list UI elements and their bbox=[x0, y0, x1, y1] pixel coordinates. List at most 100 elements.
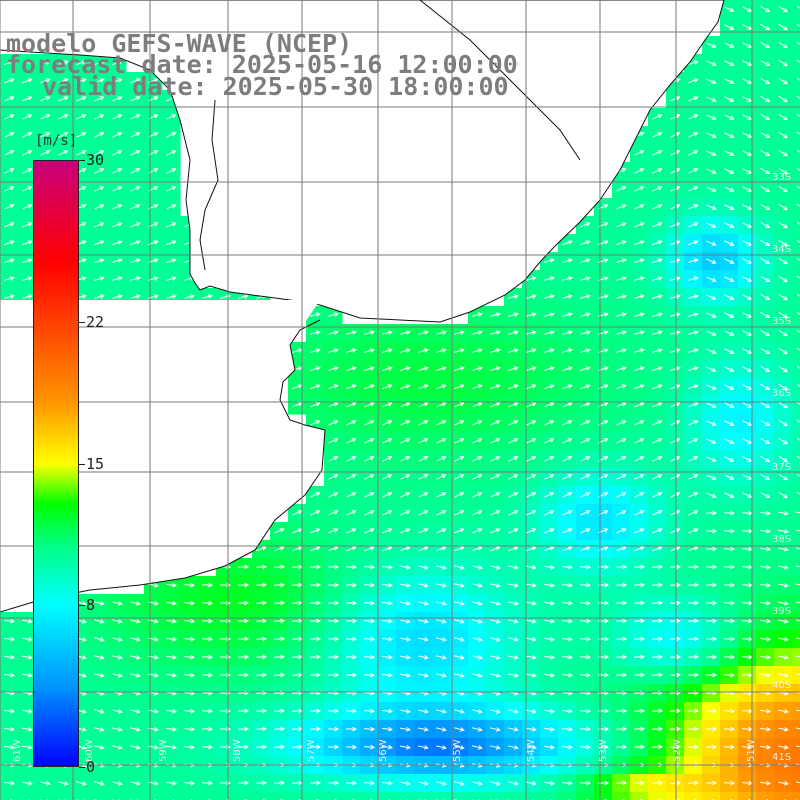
wind-arrow bbox=[687, 618, 700, 624]
wind-arrow bbox=[255, 582, 268, 588]
wind-arrow bbox=[742, 474, 753, 480]
wind-arrow bbox=[759, 780, 771, 786]
wind-arrow bbox=[742, 78, 753, 84]
wind-arrow bbox=[651, 564, 664, 570]
wind-arrow bbox=[183, 618, 196, 624]
wind-arrow bbox=[777, 672, 789, 678]
wind-cell bbox=[558, 792, 577, 800]
wind-arrow bbox=[346, 438, 357, 444]
wind-arrow bbox=[724, 168, 735, 174]
wind-arrow bbox=[130, 168, 141, 174]
wind-arrow bbox=[778, 419, 789, 427]
wind-arrow bbox=[706, 258, 717, 264]
wind-arrow bbox=[634, 402, 645, 408]
wind-arrow bbox=[436, 456, 447, 462]
wind-arrow bbox=[472, 312, 483, 317]
wind-arrow bbox=[255, 708, 268, 714]
wind-arrow bbox=[705, 546, 718, 552]
wind-arrow bbox=[381, 582, 393, 588]
wind-arrow bbox=[724, 132, 735, 138]
wind-arrow bbox=[525, 780, 537, 786]
wind-arrow bbox=[255, 636, 268, 642]
wind-cell bbox=[306, 792, 325, 800]
wind-arrow bbox=[472, 510, 483, 516]
wind-arrow bbox=[112, 78, 123, 84]
wind-arrow bbox=[58, 96, 69, 102]
wind-cell bbox=[792, 144, 800, 163]
wind-arrow bbox=[130, 294, 141, 299]
wind-cell bbox=[342, 792, 361, 800]
wind-arrow bbox=[58, 132, 69, 138]
wind-cell bbox=[792, 792, 800, 800]
wind-arrow bbox=[381, 618, 393, 624]
wind-cell bbox=[792, 288, 800, 307]
wind-arrow bbox=[760, 132, 771, 139]
wind-arrow bbox=[760, 438, 771, 445]
wind-arrow bbox=[544, 402, 555, 408]
wind-arrow bbox=[652, 474, 663, 480]
wind-arrow bbox=[399, 780, 411, 786]
wind-cell bbox=[702, 792, 721, 800]
wind-arrow bbox=[705, 618, 718, 624]
wind-arrow bbox=[705, 564, 718, 570]
wind-arrow bbox=[76, 781, 87, 786]
wind-cell bbox=[792, 216, 800, 235]
wind-cell bbox=[486, 792, 505, 800]
wind-cell bbox=[792, 738, 800, 757]
wind-arrow bbox=[742, 114, 753, 120]
colorbar-tick-mark bbox=[79, 605, 85, 607]
wind-arrow bbox=[508, 637, 519, 642]
wind-arrow bbox=[40, 150, 51, 156]
wind-arrow bbox=[112, 114, 123, 120]
wind-arrow bbox=[327, 564, 340, 570]
wind-arrow bbox=[399, 582, 411, 588]
wind-arrow bbox=[4, 78, 15, 84]
wind-arrow bbox=[310, 402, 321, 408]
wind-arrow bbox=[328, 420, 339, 426]
wind-arrow bbox=[399, 636, 411, 642]
wind-arrow bbox=[309, 744, 322, 750]
wind-arrow bbox=[454, 474, 465, 480]
wind-arrow bbox=[166, 276, 177, 281]
wind-arrow bbox=[760, 240, 771, 247]
wind-cell bbox=[18, 792, 37, 800]
wind-arrow bbox=[418, 619, 429, 624]
wind-arrow bbox=[616, 330, 627, 335]
wind-arrow bbox=[183, 654, 196, 660]
wind-arrow bbox=[759, 726, 771, 732]
wind-arrow bbox=[634, 150, 645, 156]
wind-cell bbox=[774, 792, 793, 800]
wind-arrow bbox=[688, 204, 699, 210]
wind-arrow bbox=[363, 780, 376, 786]
wind-arrow bbox=[309, 780, 322, 786]
wind-arrow bbox=[382, 510, 393, 516]
wind-arrow bbox=[418, 781, 429, 786]
wind-arrow bbox=[760, 168, 771, 175]
wind-arrow bbox=[580, 312, 591, 317]
wind-cell bbox=[792, 378, 800, 397]
wind-cell bbox=[72, 792, 91, 800]
wind-arrow bbox=[562, 348, 573, 353]
wind-arrow bbox=[310, 366, 321, 371]
wind-arrow bbox=[579, 672, 592, 678]
wind-arrow bbox=[723, 780, 736, 786]
wind-arrow bbox=[328, 510, 339, 516]
wind-cell bbox=[792, 414, 800, 433]
wind-arrow bbox=[309, 618, 322, 624]
wind-arrow bbox=[652, 384, 663, 390]
wind-arrow bbox=[454, 510, 465, 516]
wind-arrow bbox=[490, 510, 501, 516]
wind-arrow bbox=[651, 636, 664, 642]
wind-arrow bbox=[400, 348, 411, 353]
wind-arrow bbox=[670, 402, 681, 408]
wind-arrow bbox=[454, 384, 465, 390]
wind-arrow bbox=[687, 582, 700, 588]
wind-arrow bbox=[436, 546, 447, 552]
wind-arrow bbox=[310, 420, 321, 426]
wind-arrow bbox=[633, 708, 646, 714]
wind-arrow bbox=[273, 708, 286, 714]
wind-arrow bbox=[3, 744, 15, 750]
wind-arrow bbox=[94, 276, 105, 281]
wind-arrow bbox=[688, 258, 699, 263]
wind-arrow bbox=[688, 528, 699, 534]
